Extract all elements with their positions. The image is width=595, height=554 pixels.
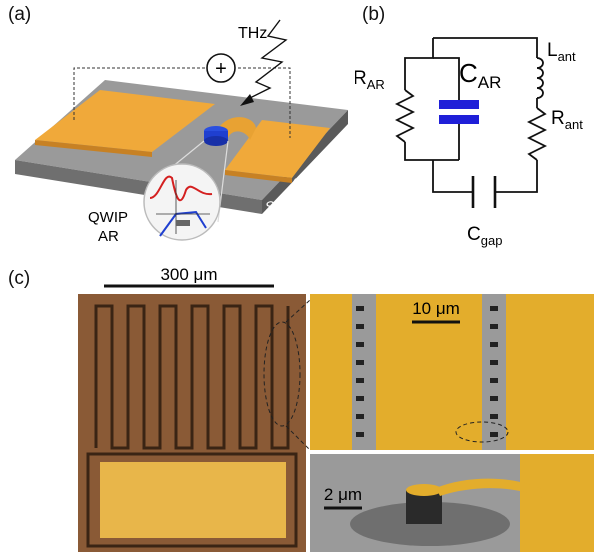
inset-red-curve <box>149 175 213 202</box>
circuit-top-wire <box>404 38 434 90</box>
thz-wave-arrow <box>245 19 288 101</box>
thz-arrowhead <box>240 94 254 106</box>
qwip-label: QWIP <box>88 209 128 226</box>
c-ar-label: CAR <box>459 58 501 92</box>
bias-wire <box>73 67 205 120</box>
magnified-inset <box>143 163 221 241</box>
substrate-side <box>262 110 348 214</box>
scale-label-2um: 2 μm <box>324 485 362 504</box>
thz-label: THz <box>238 25 267 42</box>
inset-blue-curve <box>159 210 207 237</box>
r-ant-resistor <box>526 107 548 161</box>
panel-c-label: (c) <box>8 268 31 289</box>
circuit-top-wire-2 <box>433 37 538 58</box>
circuit-cap-top-wire <box>433 57 460 100</box>
panel-a-device-schematic: + THz Au SI-GaAs QWIP AR <box>15 19 348 245</box>
zoom-ellipse-sem <box>455 421 509 443</box>
sem-top-posts <box>356 306 498 437</box>
panel-a-label: (a) <box>8 4 32 25</box>
meander-antenna <box>94 304 290 450</box>
r-ar-bottom-wire <box>404 142 459 161</box>
device-disk-bottom <box>204 136 228 146</box>
sem-top-gap-left <box>352 294 376 450</box>
air-bridge <box>220 117 256 140</box>
sem-bottom-right-gold <box>520 454 594 552</box>
zoom-ellipse-optical <box>263 321 301 427</box>
inset-qw-stack <box>176 220 190 226</box>
sem-top-gap-right <box>482 294 506 450</box>
bias-plus-sign: + <box>215 58 227 80</box>
right-gold-pad <box>225 120 330 178</box>
bias-source-symbol <box>206 53 236 83</box>
sem-bottom-post-top <box>406 484 442 496</box>
optical-pad-frame <box>86 452 298 548</box>
sem-bottom-bridge <box>436 478 548 500</box>
scale-label-300um: 300 μm <box>160 265 217 284</box>
left-gold-pad-edge <box>35 140 152 157</box>
l-ant-inductor <box>536 57 544 99</box>
ar-label: AR <box>98 228 119 245</box>
c-ar-plate-bottom <box>439 115 479 124</box>
c-gap-left-wire <box>432 160 473 193</box>
l-ant-label: Lant <box>547 40 576 64</box>
au-label: Au <box>289 175 307 191</box>
zoom-line-2 <box>285 425 311 451</box>
r-ar-resistor <box>394 89 416 143</box>
panel-b-label: (b) <box>362 4 386 25</box>
c-gap-label: Cgap <box>467 224 502 248</box>
r-ant-label: Rant <box>551 108 583 132</box>
r-ant-bottom-wire <box>495 160 538 193</box>
c-ar-plate-top <box>439 100 479 109</box>
r-ar-label: RAR <box>355 68 385 92</box>
bias-wire-right <box>238 67 291 138</box>
right-gold-pad-edge <box>225 170 292 183</box>
panel-c-micrographs: 300 μm 10 μm 2 μm <box>78 265 594 552</box>
optical-pad <box>100 462 286 538</box>
zoom-line-1 <box>285 299 311 323</box>
left-gold-pad <box>35 90 215 152</box>
scale-label-10um: 10 μm <box>412 299 460 318</box>
panel-b-circuit: RAR CAR Lant Rant Cgap <box>355 37 583 248</box>
